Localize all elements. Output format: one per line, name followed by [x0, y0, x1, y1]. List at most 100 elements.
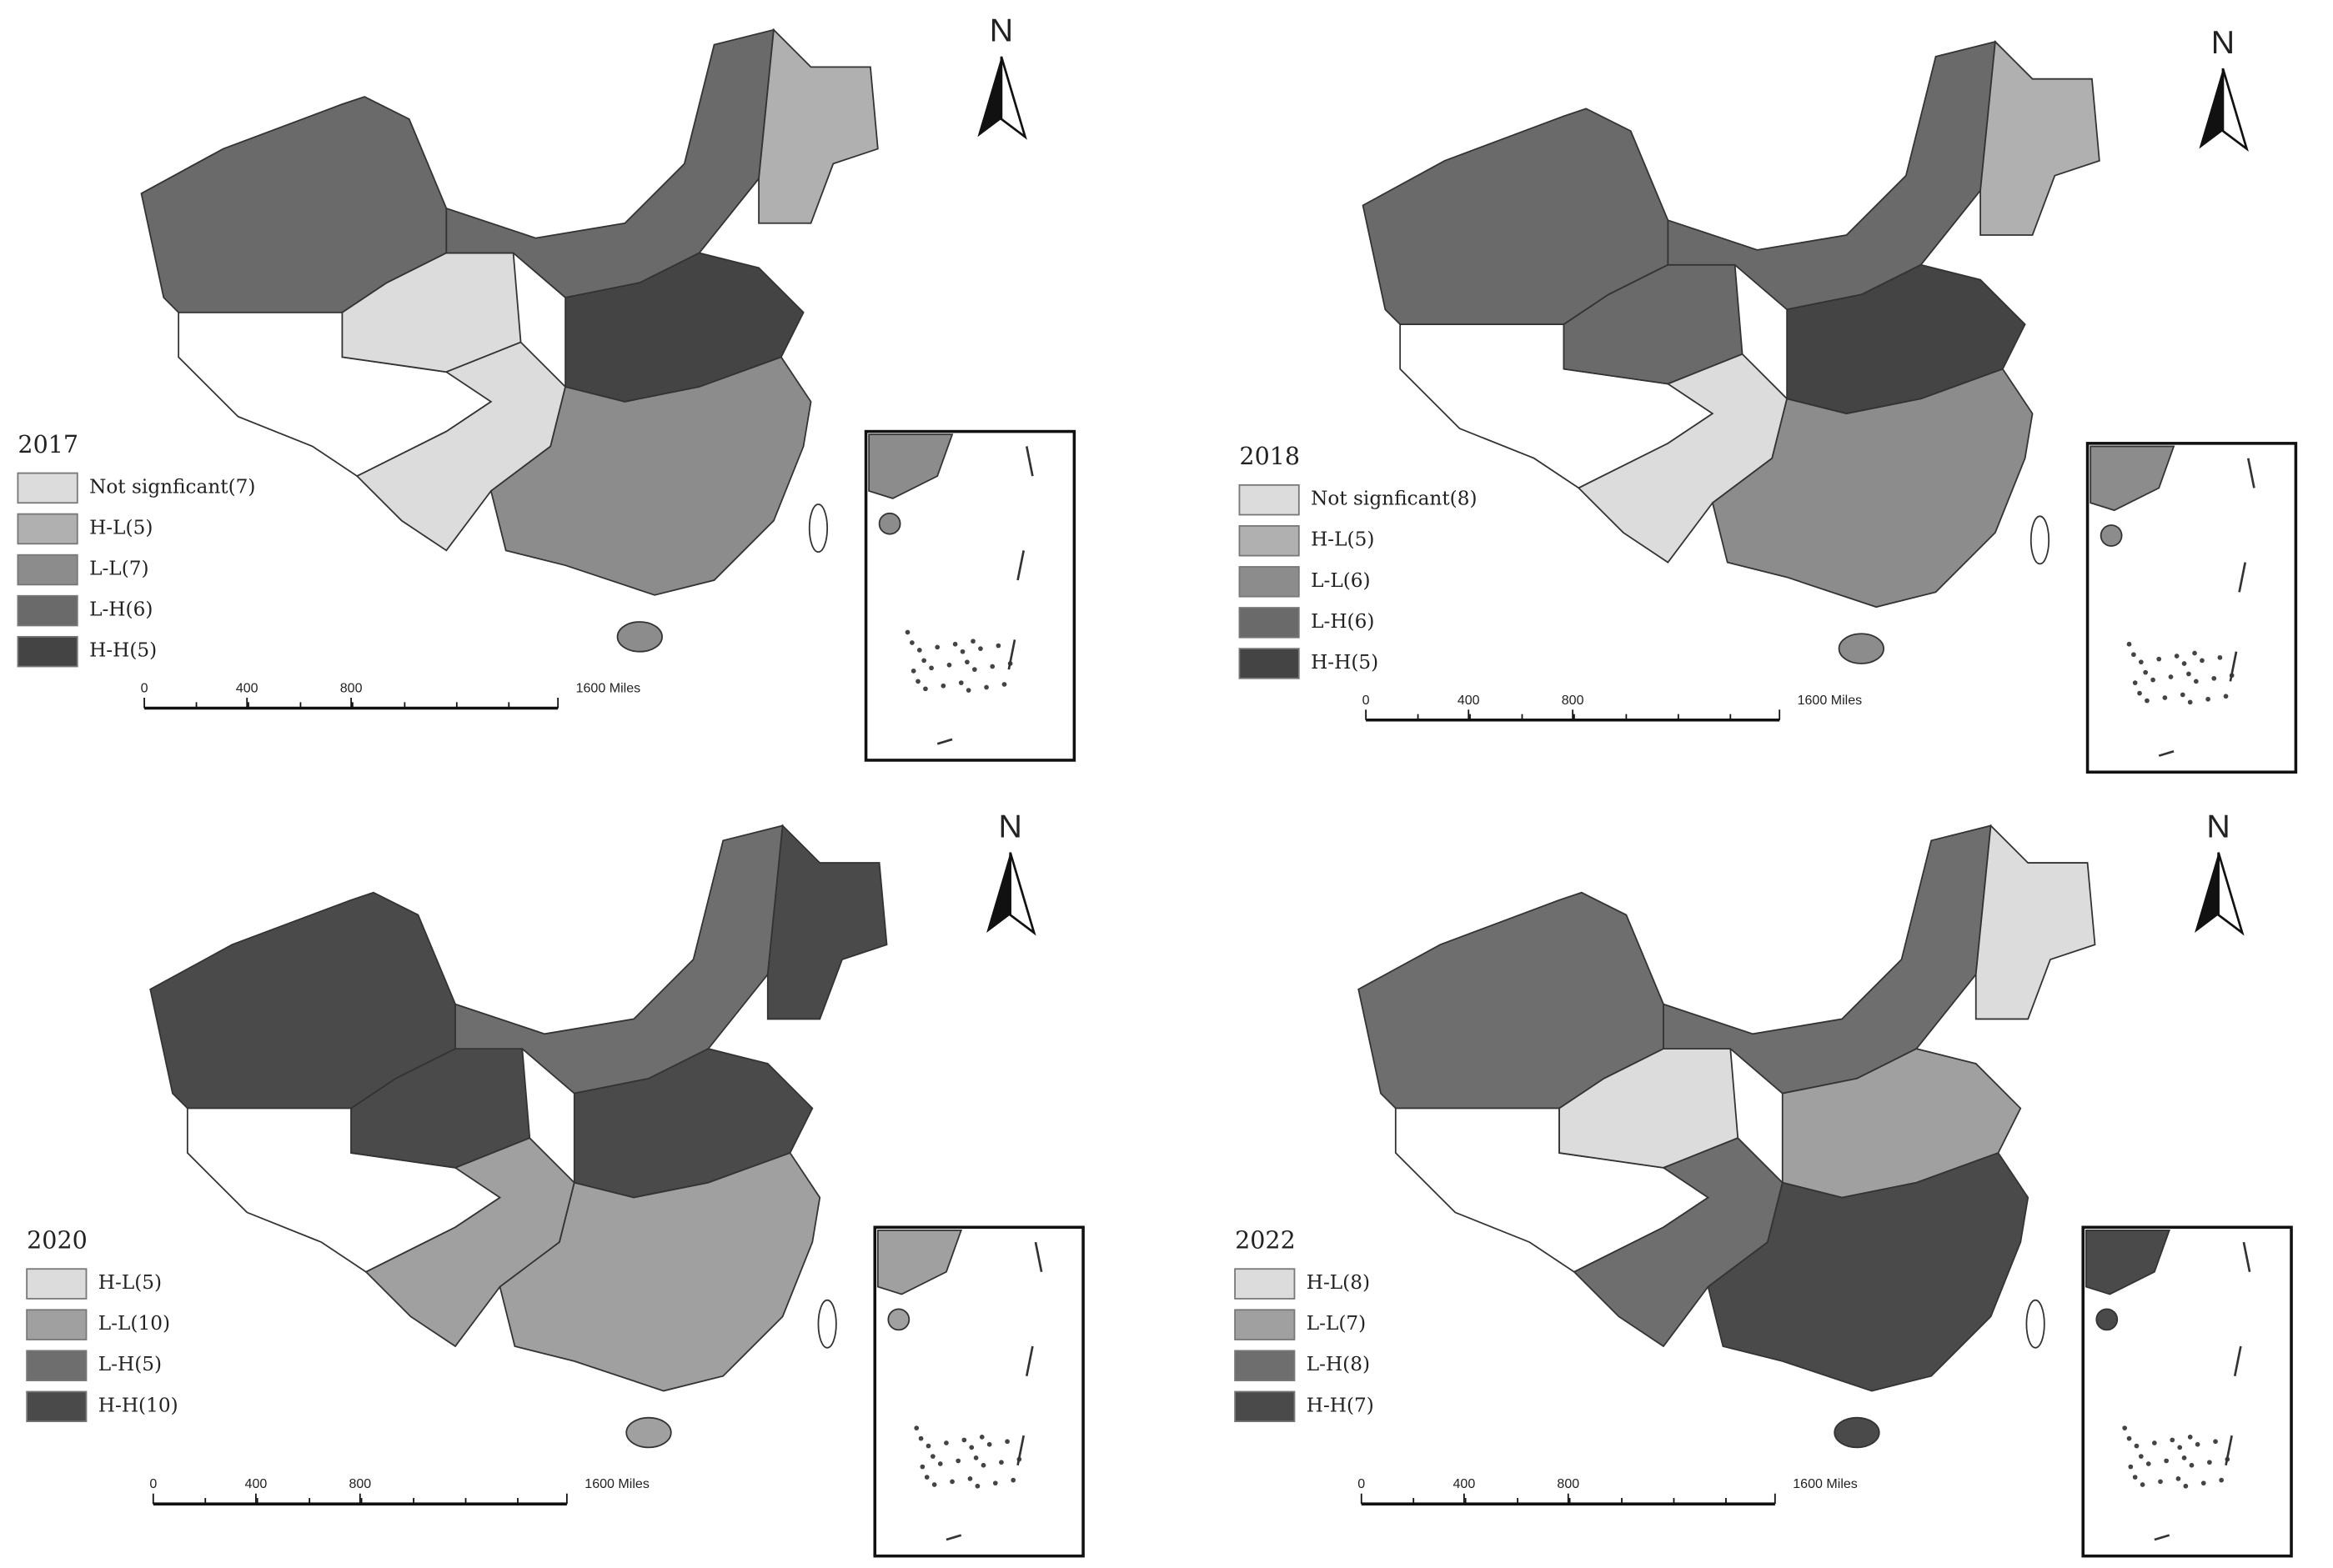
legend-label: Not signficant(8)	[1311, 488, 1477, 510]
inset-island	[887, 1308, 911, 1331]
inset-islet	[2168, 674, 2174, 679]
legend-label: H-L(5)	[1311, 529, 1374, 551]
inset-islet	[992, 1480, 998, 1486]
inset-islet	[2126, 641, 2132, 647]
scale-label: 400	[236, 681, 258, 696]
inset-islet	[2164, 1458, 2169, 1464]
province-region	[1577, 353, 1789, 564]
province-region	[1558, 1048, 1739, 1169]
inset-islet	[2193, 679, 2199, 684]
legend-swatch	[1238, 648, 1300, 679]
inset-islet	[2180, 692, 2185, 698]
north-arrow-left	[986, 852, 1011, 933]
inset-islet	[956, 1458, 961, 1464]
province-region	[1974, 824, 2096, 1020]
legend-title: 2022	[1235, 1226, 1296, 1255]
inset-islet	[910, 640, 915, 645]
province-region	[1711, 368, 2034, 609]
inset-islet	[916, 648, 922, 653]
inset-islet	[920, 1464, 926, 1470]
inset-islet	[2152, 1440, 2157, 1445]
inset-islet	[960, 649, 966, 654]
north-label: N	[2211, 24, 2235, 61]
legend-swatch	[1238, 607, 1300, 639]
province-region	[1979, 40, 2100, 236]
inset-islet	[950, 1479, 955, 1485]
map-panel: N 2017 Not signficant(7) H-L(5) L-L(7) L-H(6)…	[17, 13, 1076, 762]
inset-islet	[2158, 1479, 2163, 1485]
inset-islet	[969, 1445, 975, 1450]
inset-islet	[2137, 690, 2142, 696]
inset-islet	[2170, 1437, 2175, 1443]
inset-island	[2100, 524, 2123, 547]
scale-label: 400	[1452, 1476, 1475, 1491]
inset-islet	[990, 664, 996, 669]
inset-coast	[876, 1229, 963, 1295]
inset-islet	[2126, 1435, 2132, 1441]
inset-islet	[2219, 1477, 2225, 1483]
scale-label: 800	[1557, 1476, 1579, 1491]
legend-label: H-L(5)	[98, 1271, 162, 1294]
inset-islet	[2200, 658, 2205, 664]
inset-line	[936, 446, 1034, 745]
province-region	[758, 28, 879, 224]
scale-label: 0	[149, 1476, 157, 1491]
map-panel: N 2020 H-L(5) L-L(10) L-H(5) H-H(10) 0 400 800 16…	[26, 808, 1085, 1558]
inset-islet	[971, 667, 977, 672]
inset-islet	[935, 644, 941, 650]
inset-islet	[958, 680, 964, 686]
inset-islet	[2186, 671, 2191, 677]
scale-label: 1600 Miles	[1793, 1476, 1858, 1491]
legend-swatch	[1238, 483, 1300, 516]
inset-islet	[930, 1454, 936, 1459]
inset-islet	[967, 1475, 973, 1481]
inset-islet	[2217, 654, 2223, 660]
scale-label: 800	[340, 681, 363, 696]
inset-islet	[996, 643, 1001, 649]
inset-islet	[2189, 1462, 2195, 1468]
inset-islet	[2138, 659, 2144, 665]
inset-islet	[2150, 677, 2155, 683]
scale-label: 800	[349, 1476, 371, 1491]
legend-swatch	[26, 1350, 88, 1381]
inset-islet	[975, 1483, 981, 1489]
legend-label: L-L(10)	[98, 1312, 170, 1335]
province-region	[341, 252, 522, 373]
inset-islet	[2187, 699, 2193, 705]
taiwan	[817, 1299, 837, 1349]
inset-islet	[2175, 1475, 2181, 1481]
inset-islet	[2195, 1441, 2200, 1447]
legend-swatch	[17, 554, 78, 586]
legend-title: 2018	[1239, 442, 1300, 470]
legend-swatch	[17, 472, 78, 504]
inset-islet	[2205, 696, 2210, 702]
hainan	[616, 621, 663, 653]
inset-islet	[973, 1455, 979, 1460]
legend-swatch	[17, 635, 78, 668]
inset-islet	[971, 639, 976, 644]
north-label: N	[990, 13, 1013, 49]
legend-label: L-H(6)	[89, 599, 153, 621]
inset-islet	[931, 1482, 937, 1487]
taiwan	[808, 503, 829, 554]
province-region	[1563, 263, 1743, 385]
inset-islet	[2207, 1460, 2212, 1465]
legend-label: L-L(7)	[89, 558, 148, 580]
inset-islet	[946, 662, 952, 668]
inset-islet	[918, 1435, 924, 1441]
inset-line	[2158, 458, 2255, 757]
north-arrow-left	[2195, 852, 2219, 933]
legend-label: H-H(5)	[1311, 651, 1378, 674]
legend-label: L-H(8)	[1307, 1353, 1370, 1375]
scale-label: 1600 Miles	[576, 681, 641, 696]
legend-label: H-L(8)	[1307, 1271, 1370, 1294]
scale-label: 1600 Miles	[585, 1476, 650, 1491]
inset-island	[2095, 1308, 2119, 1331]
inset-islet	[978, 646, 983, 651]
taiwan	[2025, 1299, 2045, 1349]
legend-swatch	[26, 1309, 88, 1340]
legend-label: H-H(5)	[89, 639, 157, 662]
inset-islet	[986, 1441, 992, 1447]
north-arrow-left	[977, 56, 1001, 138]
